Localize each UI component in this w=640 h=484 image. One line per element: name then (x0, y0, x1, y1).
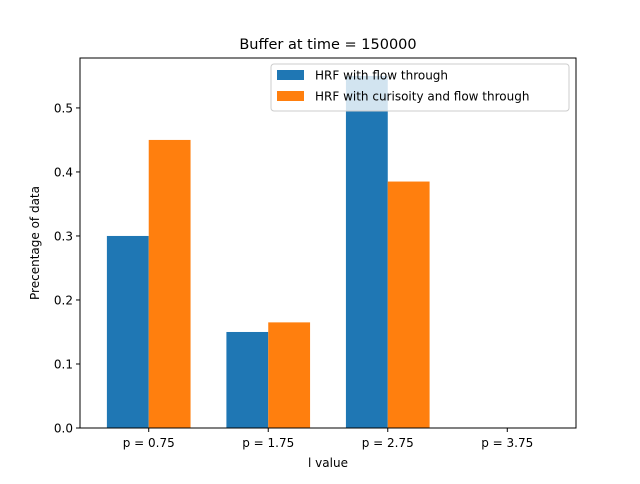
bar-series1-1 (106, 235, 149, 428)
y-tick-label: 0.0 (54, 422, 73, 436)
y-axis-label: Precentage of data (28, 186, 42, 300)
chart-title: Buffer at time = 150000 (239, 37, 416, 53)
x-axis-label: l value (308, 456, 348, 470)
bar-series2-3 (387, 181, 430, 428)
y-tick-label: 0.2 (54, 293, 73, 307)
x-axis: p = 0.75 p = 1.75 p = 2.75 p = 3.75 (123, 428, 533, 450)
x-tick-label: p = 3.75 (481, 436, 533, 450)
y-tick-label: 0.5 (54, 101, 73, 115)
bar-series1-3 (345, 75, 388, 428)
legend-swatch-1 (277, 70, 304, 80)
y-axis: 0.0 0.1 0.2 0.3 0.4 0.5 (54, 101, 80, 436)
y-tick-label: 0.4 (54, 165, 73, 179)
legend-label-2: HRF with curisoity and flow through (315, 90, 529, 104)
x-tick-label: p = 0.75 (123, 436, 175, 450)
legend: HRF with flow through HRF with curisoity … (270, 63, 570, 112)
bar-series2-1 (148, 139, 191, 428)
plot-frame (79, 57, 577, 429)
y-tick-label: 0.3 (54, 229, 73, 243)
x-tick-label: p = 2.75 (362, 436, 414, 450)
legend-box (270, 63, 570, 112)
x-tick-label: p = 1.75 (242, 436, 294, 450)
bars-group (106, 75, 430, 428)
bar-series2-2 (268, 322, 311, 428)
legend-swatch-2 (277, 91, 304, 101)
legend-label-1: HRF with flow through (315, 69, 448, 83)
bar-series1-2 (226, 331, 269, 428)
y-tick-label: 0.1 (54, 357, 73, 371)
